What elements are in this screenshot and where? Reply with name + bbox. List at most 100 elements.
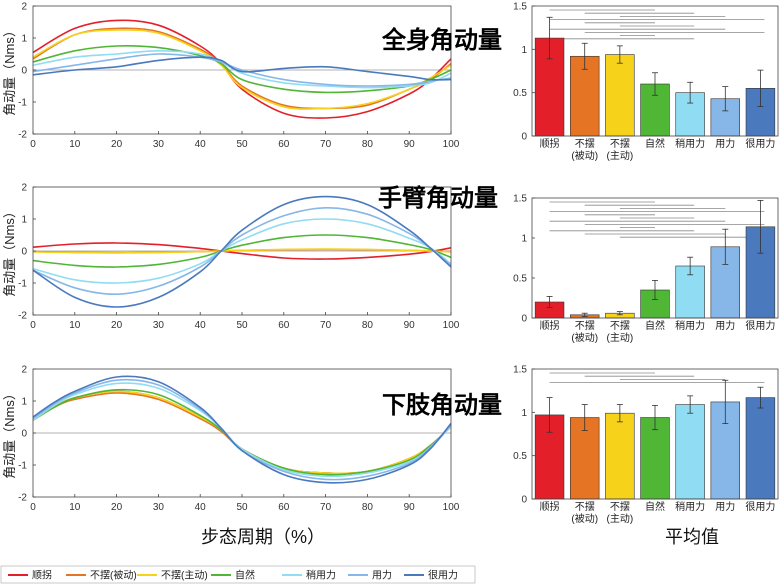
bar-6 — [745, 397, 776, 500]
category-label-line: 用力 — [715, 319, 735, 332]
series-line-2 — [32, 29, 452, 110]
series-line-4 — [32, 218, 452, 284]
x-tick-label: 50 — [236, 139, 248, 150]
category-label: 用力 — [715, 319, 735, 332]
y-tick-label: 0.5 — [513, 451, 527, 462]
y-axis-label: 角动量（Nms） — [2, 24, 17, 116]
y-tick-label: 0.5 — [513, 274, 527, 285]
category-label-line: (被动) — [571, 512, 598, 525]
x-tick-label: 70 — [320, 139, 332, 150]
y-tick-label: 1 — [21, 215, 27, 226]
y-tick-label: 0 — [21, 429, 27, 440]
y-tick-label: 1.5 — [513, 2, 527, 13]
legend: 顺拐 不摆(被动) 不摆(主动) 自然 稍用力 用力 很用力 — [0, 565, 476, 584]
x-tick-label: 100 — [443, 320, 460, 331]
category-label: 很用力 — [745, 319, 775, 332]
category-label: 很用力 — [745, 500, 775, 513]
y-tick-label: -1 — [18, 98, 27, 109]
category-label-line: 自然 — [645, 500, 665, 513]
y-axis-label: 角动量（Nms） — [2, 387, 17, 479]
line-chart-2: 0 10 20 30 40 50 60 70 80 90 100 -2 -1 0 1 2 角动量（Nms） 手臂角… — [2, 183, 498, 332]
series-line-3 — [32, 234, 452, 268]
series-line-0 — [32, 19, 452, 119]
category-label-line: 稍用力 — [675, 137, 705, 150]
x-tick-label: 0 — [30, 320, 36, 331]
y-tick-label: 1 — [521, 45, 527, 56]
x-tick-label: 0 — [30, 139, 36, 150]
series-line-2 — [32, 248, 452, 254]
legend-label-3: 自然 — [235, 569, 255, 582]
category-label: 不摆(主动) — [607, 137, 634, 162]
category-label: 顺拐 — [540, 137, 560, 150]
category-label-line: 稍用力 — [675, 319, 705, 332]
legend-label-4: 稍用力 — [306, 569, 336, 582]
category-label-line: 稍用力 — [675, 500, 705, 513]
x-tick-label: 70 — [320, 320, 332, 331]
series-line-5 — [32, 53, 452, 87]
category-label-line: 很用力 — [745, 319, 775, 332]
y-tick-label: -1 — [18, 461, 27, 472]
category-label-line: (主动) — [607, 332, 634, 344]
y-tick-label: 1 — [521, 234, 527, 245]
category-label: 稍用力 — [675, 500, 705, 513]
x-tick-label: 30 — [153, 320, 165, 331]
series-line-6 — [32, 375, 452, 484]
category-label-line: (主动) — [607, 513, 634, 525]
y-tick-label: 1 — [21, 397, 27, 408]
x-tick-label: 40 — [195, 502, 207, 513]
y-tick-label: 0 — [521, 132, 527, 143]
category-label-line: 不摆 — [575, 137, 595, 150]
bar-frame — [531, 368, 779, 500]
chart-title: 全身角动量 — [381, 26, 502, 54]
category-label: 用力 — [715, 500, 735, 513]
legend-label-1: 不摆(被动) — [90, 569, 137, 582]
category-label-line: 用力 — [715, 500, 735, 513]
x-tick-label: 100 — [443, 139, 460, 150]
x-tick-label: 100 — [443, 502, 460, 513]
x-tick-label: 10 — [69, 320, 81, 331]
category-label: 用力 — [715, 137, 735, 150]
category-label-line: 很用力 — [745, 500, 775, 513]
chart-title: 下肢角动量 — [382, 391, 502, 419]
category-label: 稍用力 — [675, 137, 705, 150]
x-tick-label: 0 — [30, 502, 36, 513]
x-tick-label: 40 — [195, 320, 207, 331]
category-label: 顺拐 — [540, 319, 560, 332]
category-label-line: 顺拐 — [540, 137, 560, 150]
x-tick-label: 90 — [404, 502, 416, 513]
category-label-line: 很用力 — [745, 137, 775, 150]
line-chart-0: 0 10 20 30 40 50 60 70 80 90 100 -2 -1 0 1 2 角动量（Nms） 全身角… — [2, 2, 502, 151]
bar-2 — [605, 412, 635, 500]
y-axis-label: 角动量（Nms） — [2, 205, 17, 297]
category-label-line: 不摆 — [575, 319, 595, 332]
x-tick-label: 90 — [404, 320, 416, 331]
category-label-line: 顺拐 — [540, 500, 560, 513]
category-label-line: 用力 — [715, 137, 735, 150]
x-tick-label: 90 — [404, 139, 416, 150]
series-line-0 — [32, 242, 452, 260]
category-label-line: 不摆 — [610, 137, 630, 150]
y-tick-label: 1 — [521, 408, 527, 419]
y-tick-label: 1.5 — [513, 194, 527, 205]
series-line-4 — [32, 50, 452, 89]
legend-label-6: 很用力 — [428, 569, 458, 582]
bar-4 — [675, 404, 705, 500]
category-label: 不摆(被动) — [571, 500, 598, 525]
x-tick-label: 60 — [278, 502, 290, 513]
y-tick-label: 0 — [21, 66, 27, 77]
category-label-line: 不摆 — [575, 500, 595, 513]
y-tick-label: 0 — [521, 495, 527, 506]
legend-label-2: 不摆(主动) — [161, 569, 208, 582]
category-label-line: 不摆 — [610, 500, 630, 513]
bar-2 — [605, 54, 635, 137]
y-tick-label: -1 — [18, 279, 27, 290]
category-label: 不摆(被动) — [571, 137, 598, 162]
legend-label-0: 顺拐 — [32, 569, 52, 582]
y-tick-label: 1 — [21, 34, 27, 45]
category-label: 自然 — [645, 319, 665, 332]
category-label-line: 不摆 — [610, 319, 630, 332]
category-label-line: (被动) — [571, 331, 598, 344]
